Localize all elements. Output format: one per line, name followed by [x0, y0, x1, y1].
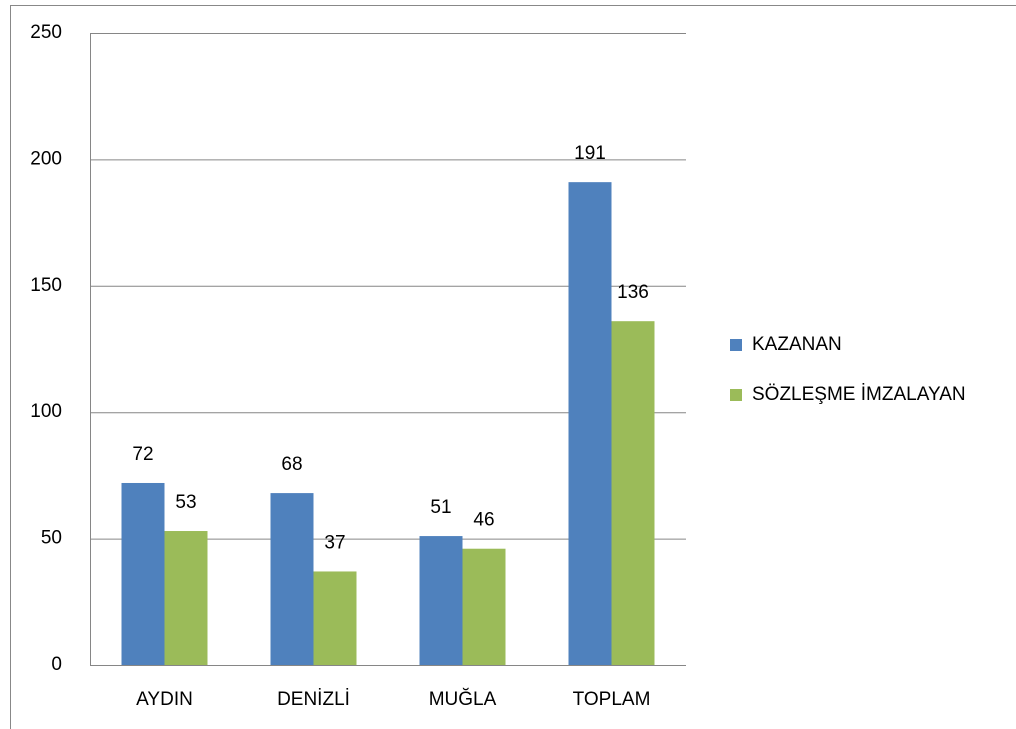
- legend-label: KAZANAN: [752, 334, 842, 355]
- bar: [121, 482, 165, 665]
- value-label: 46: [473, 510, 494, 531]
- x-tick-label: TOPLAM: [573, 689, 651, 710]
- legend-label: SÖZLEŞME İMZALAYAN: [752, 384, 966, 405]
- y-tick-label: 150: [30, 275, 62, 296]
- bar: [611, 321, 655, 665]
- value-label: 37: [324, 532, 345, 553]
- value-label: 191: [574, 143, 606, 164]
- value-label: 72: [132, 444, 153, 465]
- value-label: 53: [175, 492, 196, 513]
- x-tick-label: DENİZLİ: [277, 689, 350, 710]
- bar: [568, 182, 612, 666]
- legend-swatch: [730, 339, 742, 351]
- bar: [462, 548, 506, 665]
- value-label: 136: [617, 282, 649, 303]
- bar: [270, 493, 314, 665]
- y-tick-label: 100: [30, 401, 62, 422]
- value-label: 68: [281, 454, 302, 475]
- x-tick-label: MUĞLA: [429, 688, 497, 710]
- x-tick-label: AYDIN: [136, 689, 193, 710]
- legend-swatch: [730, 389, 742, 401]
- bar: [419, 536, 463, 665]
- bar: [164, 531, 208, 665]
- y-tick-label: 50: [41, 528, 62, 549]
- chart-frame: [10, 5, 1016, 729]
- bar: [313, 571, 357, 665]
- value-label: 51: [430, 497, 451, 518]
- y-tick-label: 200: [30, 148, 62, 169]
- y-tick-label: 0: [51, 654, 62, 675]
- y-tick-label: 250: [30, 22, 62, 43]
